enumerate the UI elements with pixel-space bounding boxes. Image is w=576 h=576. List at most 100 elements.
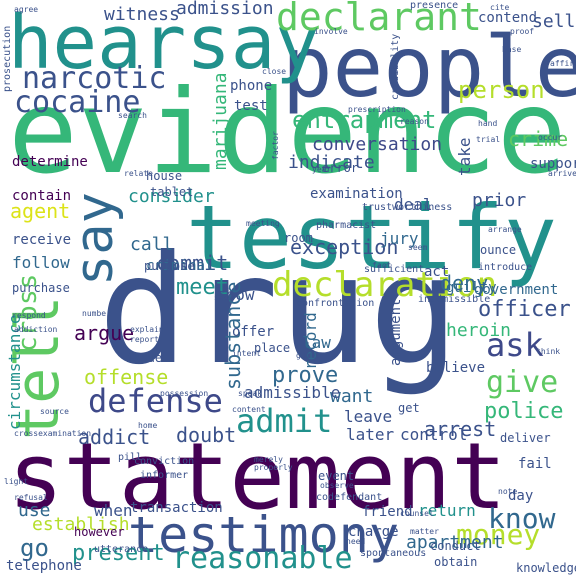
word-occur: occur <box>538 133 562 142</box>
word-fail: fail <box>518 456 552 472</box>
word-consider: consider <box>128 186 215 207</box>
word-meet: meet <box>176 275 229 300</box>
word-police: police <box>484 399 563 424</box>
word-reasonable: reasonable <box>172 541 353 576</box>
word-deny: deny <box>440 271 488 295</box>
word-admit: admit <box>236 402 332 440</box>
word-note: note <box>498 487 517 496</box>
word-conviction: conviction <box>134 456 194 467</box>
word-testify: testify <box>186 186 557 289</box>
word-day: day <box>508 488 533 504</box>
word-act: act <box>424 264 449 280</box>
word-home: home <box>138 421 157 430</box>
word-transaction: transaction <box>130 500 223 516</box>
word-confrontation: confrontation <box>296 298 374 309</box>
word-room: room <box>284 231 313 245</box>
word-spontaneous: spontaneous <box>360 548 426 559</box>
word-know: know <box>488 502 556 535</box>
word-testimony: testimony <box>128 506 399 564</box>
word-respond: respond <box>12 311 46 320</box>
word-phone: phone <box>230 78 272 94</box>
word-say: say <box>65 192 125 286</box>
word-hand: hand <box>478 119 497 128</box>
word-charge: charge <box>348 524 399 540</box>
word-circumstance: circumstance <box>5 314 24 430</box>
word-defense: defense <box>88 382 223 420</box>
word-year: year <box>312 165 331 174</box>
word-marijuana: marijuana <box>210 72 231 170</box>
word-entrapment: entrapment <box>292 106 437 134</box>
word-prove: prove <box>272 363 338 388</box>
word-ounce: ounce <box>480 243 516 257</box>
word-deal: deal <box>394 195 433 214</box>
word-reason: reason <box>400 117 429 126</box>
word-report: report <box>130 335 159 344</box>
word-doubt: doubt <box>176 423 236 447</box>
word-go: go <box>20 534 49 562</box>
word-error: error <box>322 161 358 175</box>
word-indicate: indicate <box>288 152 375 173</box>
word-criminal: criminal <box>146 258 213 274</box>
word-guilt: guilt <box>296 351 320 360</box>
word-content: content <box>232 405 266 414</box>
word-argue: argue <box>74 321 134 345</box>
word-give: give <box>486 365 558 400</box>
word-record: record <box>301 312 320 370</box>
word-explain: explain <box>130 325 164 334</box>
word-tablet: tablet <box>150 185 193 199</box>
word-telephone: telephone <box>6 558 82 574</box>
word-counsel: counsel <box>400 509 434 518</box>
word-contend: contend <box>478 10 537 26</box>
word-heroin: heroin <box>446 320 511 341</box>
word-base: base <box>502 45 521 54</box>
word-establish: establish <box>32 514 130 535</box>
word-credibility: credibility <box>390 34 401 100</box>
word-matter: matter <box>410 527 439 536</box>
word-apartment: apartment <box>406 532 504 553</box>
word-event: event <box>318 469 354 483</box>
word-trustworthiness: trustworthiness <box>362 202 452 213</box>
word-later: later <box>346 425 395 444</box>
word-inadmissible: inadmissible <box>418 294 490 305</box>
word-believe: believe <box>426 360 485 376</box>
word-house: house <box>146 169 182 183</box>
word-show: show <box>216 285 255 304</box>
word-want: want <box>330 386 373 407</box>
word-arrive: arrive <box>548 169 576 178</box>
word-prescription: prescription <box>348 105 406 114</box>
word-agree: agree <box>14 5 38 14</box>
word-addiction: addiction <box>14 325 58 334</box>
word-factor: factor <box>271 131 280 160</box>
word-present: present <box>72 541 165 566</box>
word-pill: pill <box>118 452 142 463</box>
word-prior: prior <box>472 190 526 211</box>
word-involve: involve <box>314 27 348 36</box>
word-conduct: conduct <box>430 539 481 553</box>
word-close: close <box>262 67 286 76</box>
word-jury: jury <box>380 229 419 248</box>
word-call: call <box>130 234 173 255</box>
word-crime: crime <box>508 127 568 151</box>
word-determine: determine <box>12 154 88 170</box>
word-arrange: arrange <box>488 225 522 234</box>
word-refusal: refusal <box>14 493 48 502</box>
word-intent: intent <box>232 349 261 358</box>
word-informer: informer <box>140 470 188 481</box>
word-declarant: declarant <box>276 0 482 39</box>
word-codefendant: codefendant <box>316 492 382 503</box>
word-drug: drug <box>98 224 459 398</box>
word-cite: cite <box>490 3 509 12</box>
word-seem: seem <box>408 243 427 252</box>
word-cross: cross <box>13 274 43 352</box>
word-agent: agent <box>10 199 70 223</box>
word-support: support <box>530 156 576 172</box>
word-search: search <box>118 111 147 120</box>
word-exception: exception <box>290 235 398 259</box>
word-take: take <box>455 137 474 176</box>
word-number: number <box>82 309 111 318</box>
word-source: source <box>40 407 69 416</box>
word-examination: examination <box>310 186 403 202</box>
word-deliver: deliver <box>500 431 551 445</box>
word-arrest: arrest <box>424 417 496 441</box>
